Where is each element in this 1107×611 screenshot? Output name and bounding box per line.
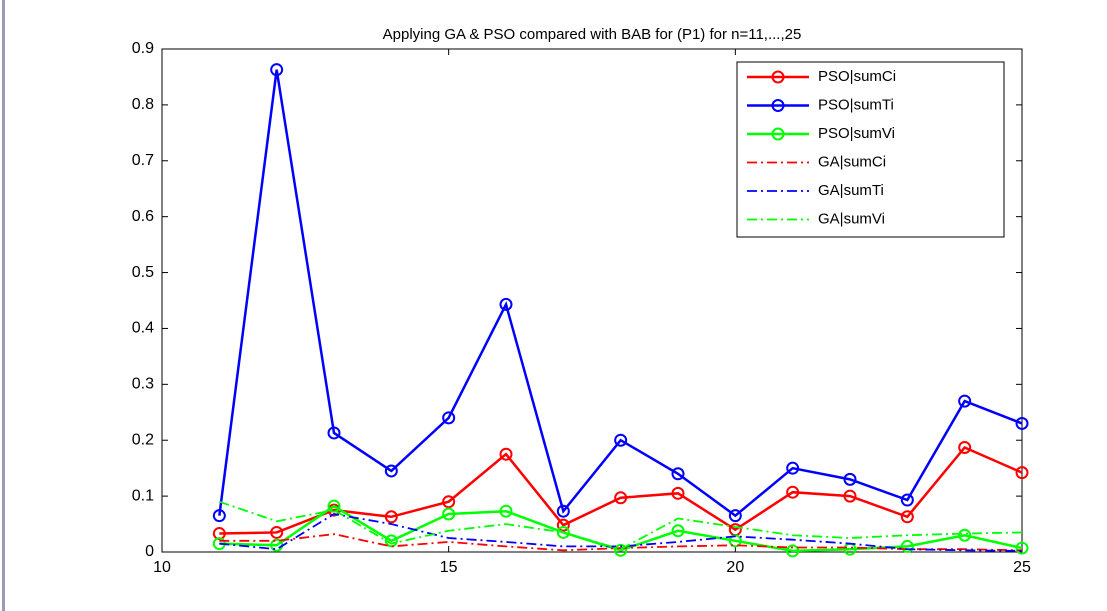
data-point: [614, 543, 628, 557]
legend-marker: [771, 99, 785, 112]
data-point: [614, 433, 628, 447]
window-edge: [2, 0, 5, 611]
data-point: [327, 426, 341, 440]
y-tick-label: 0.8: [132, 96, 154, 113]
y-tick-label: 0.1: [132, 487, 154, 504]
data-point: [958, 528, 972, 542]
x-tick-label: 10: [153, 559, 171, 576]
data-point: [212, 509, 226, 523]
y-tick-label: 0.3: [132, 376, 154, 393]
data-point: [499, 447, 513, 461]
series-line: [219, 513, 1023, 552]
x-tick-label: 20: [726, 559, 744, 576]
data-point: [786, 544, 800, 558]
data-point: [327, 499, 341, 513]
legend-label: GA|sumVi: [818, 210, 885, 227]
data-point: [499, 504, 513, 518]
data-point: [384, 510, 398, 524]
data-point: [671, 524, 685, 538]
data-point: [614, 491, 628, 505]
data-point: [728, 509, 742, 523]
data-point: [1015, 466, 1029, 480]
y-tick-label: 0.5: [132, 264, 154, 281]
chart-title: Applying GA & PSO compared with BAB for …: [383, 26, 802, 43]
data-point: [786, 461, 800, 475]
data-point: [1015, 416, 1029, 430]
data-point: [900, 539, 914, 553]
data-point: [270, 525, 284, 539]
data-point: [384, 534, 398, 548]
legend-label: PSO|sumTi: [818, 96, 894, 113]
series-line: [219, 445, 1023, 535]
legend-marker: [771, 127, 785, 141]
x-tick-label: 25: [1013, 559, 1031, 576]
data-point: [958, 440, 972, 454]
data-point: [728, 534, 742, 548]
y-tick-label: 0: [145, 543, 154, 560]
data-point: [958, 394, 972, 408]
data-point: [270, 63, 284, 77]
series-line: [219, 533, 1023, 552]
legend-box: [736, 61, 1005, 238]
data-point: [900, 510, 914, 524]
data-point: [442, 411, 456, 425]
legend-label: PSO|sumVi: [818, 125, 895, 142]
series-line: [219, 500, 1023, 551]
y-tick-label: 0.9: [132, 40, 154, 57]
legend-marker: [771, 70, 785, 84]
data-point: [1015, 541, 1029, 555]
y-tick-label: 0.4: [132, 320, 154, 337]
data-point: [442, 495, 456, 509]
data-point: [499, 297, 513, 311]
data-point: [671, 486, 685, 500]
data-point: [556, 504, 570, 518]
legend-label: PSO|sumCi: [818, 68, 896, 85]
data-point: [671, 467, 685, 481]
x-tick-label: 15: [440, 559, 458, 576]
data-point: [384, 464, 398, 478]
y-tick-label: 0.6: [132, 208, 154, 225]
y-tick-label: 0.7: [132, 152, 154, 169]
legend-label: GA|sumTi: [818, 182, 884, 199]
data-point: [442, 507, 456, 521]
legend-label: GA|sumCi: [818, 153, 886, 170]
data-point: [786, 485, 800, 499]
data-point: [556, 518, 570, 532]
series-line: [218, 69, 1023, 518]
data-point: [843, 472, 857, 486]
y-tick-label: 0.2: [132, 431, 154, 448]
data-point: [900, 493, 914, 507]
data-point: [843, 489, 857, 503]
